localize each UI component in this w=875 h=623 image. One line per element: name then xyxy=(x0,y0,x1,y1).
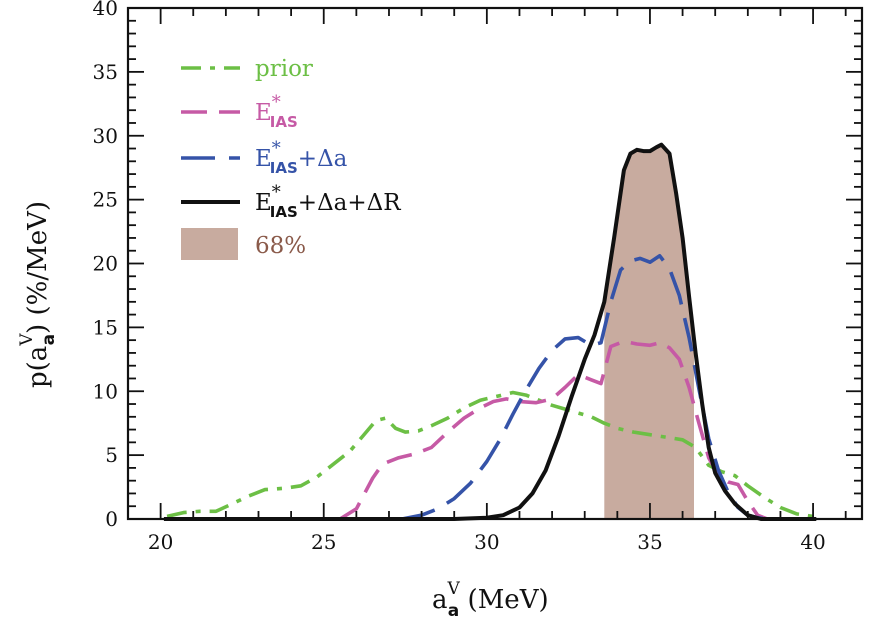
legend-label-0: prior xyxy=(255,56,313,82)
x-tick-label: 35 xyxy=(637,530,662,554)
legend-label-sup: * xyxy=(272,92,281,113)
axis-labels: aV a (MeV)p(aV a) (%/MeV) xyxy=(17,201,549,621)
confidence-band-layer xyxy=(604,144,694,520)
x-axis-label-sup: V xyxy=(447,579,461,599)
x-axis-label-sub: a xyxy=(448,601,459,621)
legend-label-base: E xyxy=(255,190,272,216)
legend-label-sub: IAS xyxy=(270,113,298,131)
legend-label-base: prior xyxy=(255,56,313,82)
legend-label-3: E* IAS+Δa+ΔR xyxy=(255,182,401,221)
legend-label-suffix: +Δa+ΔR xyxy=(298,190,401,216)
legend-label-band: 68% xyxy=(255,233,306,259)
legend-label-suffix: +Δa xyxy=(298,146,348,172)
legend-swatch-band xyxy=(181,228,238,260)
y-axis-label-sup: V xyxy=(17,333,37,347)
series-line-3 xyxy=(163,142,817,521)
y-axis-label-prefix: p(a xyxy=(23,346,53,388)
x-tick-label: 20 xyxy=(148,530,173,554)
legend-label-1: E* IAS xyxy=(255,92,298,131)
plot-border xyxy=(126,6,864,521)
y-tick-label: 15 xyxy=(93,315,118,339)
y-tick-label: 5 xyxy=(105,443,118,467)
x-axis-label-suffix: (MeV) xyxy=(459,585,548,615)
series-line-2 xyxy=(401,254,768,521)
series-layer xyxy=(163,142,817,521)
x-axis-label-base: a xyxy=(432,585,448,615)
y-axis-label-sub: a xyxy=(39,334,59,345)
x-tick-label: 25 xyxy=(311,530,336,554)
legend-label-sup: * xyxy=(272,182,281,203)
legend-label-2: E* IAS+Δa xyxy=(255,138,348,177)
y-tick-label: 0 xyxy=(105,507,118,531)
axis-ticks: 20 25 30 35 40 0 5 10 15 20 25 30 35 40 xyxy=(93,0,862,554)
x-axis-label: aV a (MeV) xyxy=(432,579,549,621)
y-axis-label: p(aV a) (%/MeV) xyxy=(17,201,59,388)
series-line-0 xyxy=(166,390,814,519)
y-tick-label: 35 xyxy=(93,60,118,84)
legend-label-base: E xyxy=(255,100,272,126)
x-tick-label: 40 xyxy=(800,530,825,554)
legend-label-sub: IAS xyxy=(270,203,298,221)
y-axis-label-suffix: ) (%/MeV) xyxy=(23,201,53,334)
y-tick-label: 25 xyxy=(93,188,118,212)
y-tick-label: 20 xyxy=(93,252,118,276)
y-tick-label: 30 xyxy=(93,124,118,148)
y-tick-label: 40 xyxy=(93,0,118,20)
legend-label-sup: * xyxy=(272,138,281,159)
band-68-percent xyxy=(604,144,694,520)
legend-label-sub: IAS xyxy=(270,159,298,177)
plot-frame xyxy=(126,6,864,521)
x-tick-label: 30 xyxy=(474,530,499,554)
legend-label-base: E xyxy=(255,146,272,172)
y-tick-label: 10 xyxy=(93,379,118,403)
